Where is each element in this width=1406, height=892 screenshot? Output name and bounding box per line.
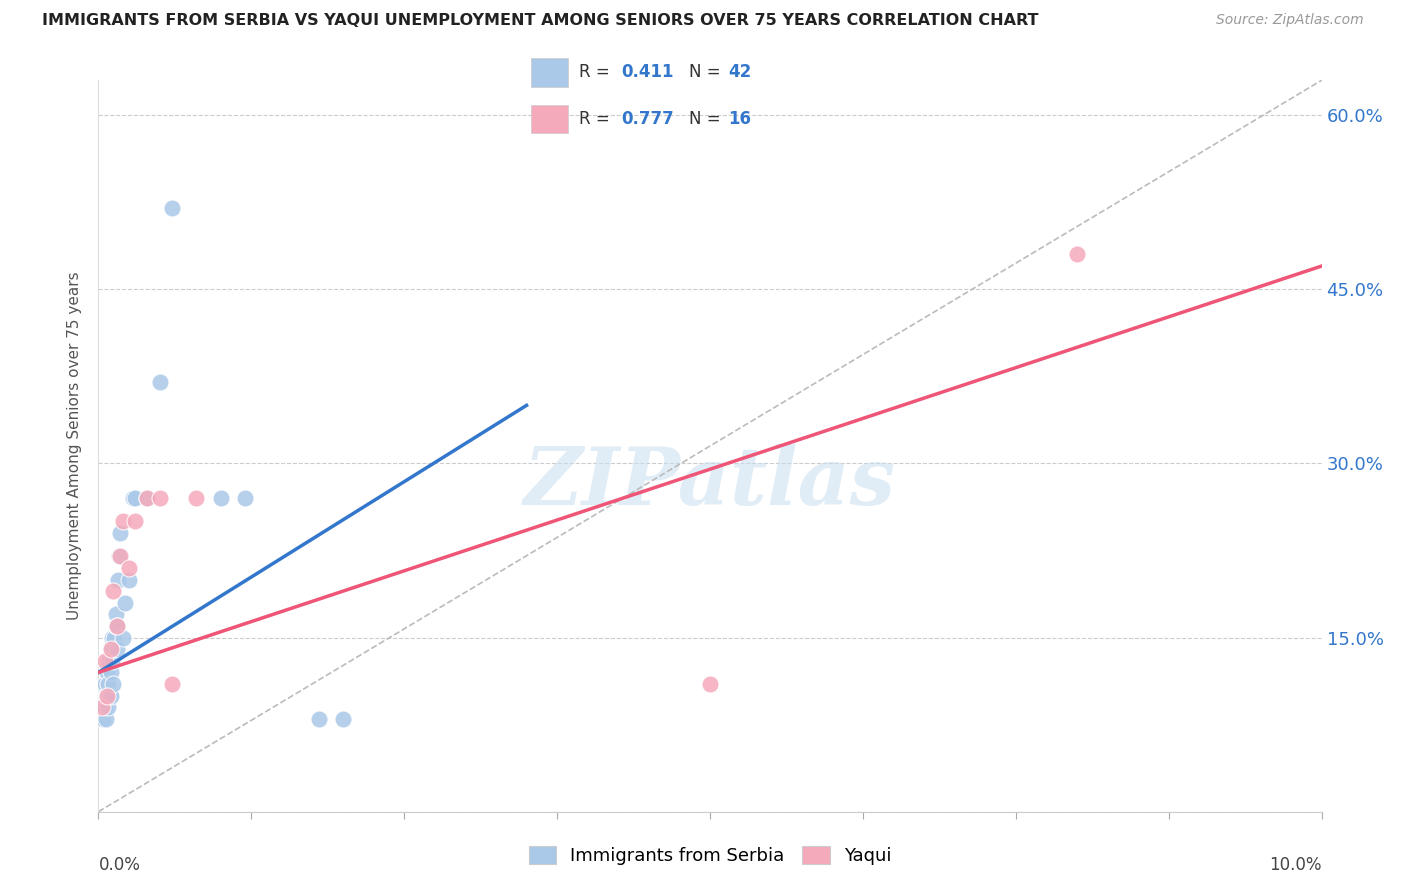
Point [94,689,117,703]
Point [118,561,141,575]
Point [186,491,208,506]
Text: Source: ZipAtlas.com: Source: ZipAtlas.com [1216,13,1364,28]
Point [101,631,124,645]
Point [97,677,120,691]
Point [94,712,117,726]
Text: 42: 42 [728,63,752,81]
Point [98,654,121,668]
Text: 0.777: 0.777 [621,111,675,128]
Point [149,375,172,389]
Point [91,700,114,714]
Point [209,491,232,506]
Text: N =: N = [689,63,725,81]
Point [160,201,183,215]
Bar [531,105,568,134]
Point [101,642,124,657]
Text: 16: 16 [728,111,751,128]
Text: 0.0%: 0.0% [98,855,141,873]
Point [124,515,146,529]
Point [104,619,127,633]
Point [100,642,122,657]
Text: R =: R = [579,63,616,81]
Point [100,665,122,680]
Text: 0.411: 0.411 [621,63,673,81]
Legend: Immigrants from Serbia, Yaqui: Immigrants from Serbia, Yaqui [522,838,898,872]
Point [111,631,134,645]
Point [124,491,146,506]
Point [100,642,122,657]
Point [105,619,128,633]
Point [96,689,118,703]
Point [136,491,159,506]
Point [114,596,136,610]
Point [91,689,114,703]
Point [96,689,118,703]
Point [332,712,354,726]
Point [93,700,115,714]
Text: 10.0%: 10.0% [1270,855,1322,873]
Point [101,677,124,691]
Text: R =: R = [579,111,616,128]
Point [111,515,134,529]
Point [91,700,114,714]
Point [136,491,159,506]
Point [101,584,124,599]
Text: IMMIGRANTS FROM SERBIA VS YAQUI UNEMPLOYMENT AMONG SENIORS OVER 75 YEARS CORRELA: IMMIGRANTS FROM SERBIA VS YAQUI UNEMPLOY… [42,13,1039,29]
Point [118,573,141,587]
Point [110,526,132,541]
Point [96,665,118,680]
Point [93,689,115,703]
Point [233,491,256,506]
Point [91,700,114,714]
Point [110,549,132,564]
Point [149,491,172,506]
Point [1066,247,1088,261]
Point [100,689,122,703]
Point [93,654,115,668]
Point [699,677,721,691]
Point [108,549,131,564]
Point [308,712,330,726]
Text: ZIPatlas: ZIPatlas [524,444,896,521]
Point [101,654,124,668]
Y-axis label: Unemployment Among Seniors over 75 years: Unemployment Among Seniors over 75 years [67,272,83,620]
Bar [531,59,568,87]
Point [98,689,121,703]
Point [107,573,129,587]
Point [97,700,120,714]
Text: N =: N = [689,111,725,128]
Point [103,631,125,645]
Point [104,607,127,622]
Point [93,677,115,691]
Point [105,619,128,633]
Point [160,677,183,691]
Point [105,642,128,657]
Point [91,712,114,726]
Point [121,491,143,506]
